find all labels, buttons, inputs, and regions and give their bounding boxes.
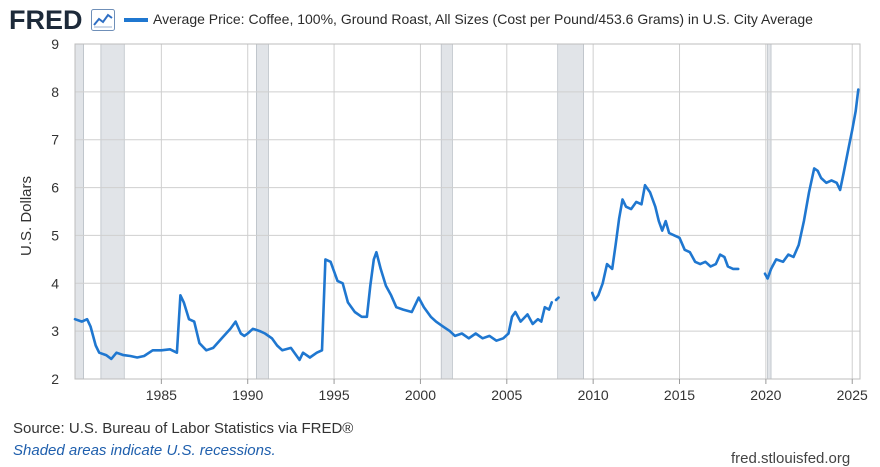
x-tick-label: 1985 (146, 387, 177, 403)
y-tick-label: 3 (51, 323, 59, 339)
source-note: Source: U.S. Bureau of Labor Statistics … (13, 420, 354, 437)
x-tick-label: 2025 (837, 387, 868, 403)
recession-band (767, 43, 772, 380)
plot-frame (74, 43, 861, 380)
series-line-segment (554, 296, 560, 302)
legend-series-label[interactable]: Average Price: Coffee, 100%, Ground Roas… (153, 11, 813, 27)
recession-band (74, 43, 84, 380)
y-tick-label: 6 (51, 180, 59, 196)
series-line-segment (763, 88, 860, 280)
y-tick-label: 8 (51, 84, 59, 100)
data-series (73, 88, 860, 362)
chart-header: FRED Average Price: Coffee, 100%, Ground… (0, 0, 880, 40)
x-tick-label: 2000 (405, 387, 436, 403)
series-line-segment (73, 250, 554, 362)
y-tick-label: 4 (51, 275, 59, 291)
x-axis: 1985 1990 1995 2000 2005 2010 2015 2020 2025 (146, 379, 868, 403)
x-tick-label: 2005 (491, 387, 522, 403)
y-tick-label: 2 (51, 371, 59, 387)
x-tick-label: 1995 (318, 387, 349, 403)
legend-series-swatch (124, 18, 148, 22)
site-url[interactable]: fred.stlouisfed.org (731, 450, 851, 467)
recession-band (256, 43, 269, 380)
x-tick-label: 2010 (578, 387, 609, 403)
recession-band (557, 43, 584, 380)
fred-logo[interactable]: FRED (9, 5, 83, 35)
x-tick-label: 2015 (664, 387, 695, 403)
y-tick-label: 7 (51, 132, 59, 148)
y-axis-label: U.S. Dollars (18, 176, 35, 256)
recession-band (100, 43, 125, 380)
series-line-segment (590, 183, 740, 302)
chart-line-icon (91, 9, 115, 31)
chart-grid (74, 43, 861, 380)
recession-note: Shaded areas indicate U.S. recessions. (13, 442, 276, 459)
x-tick-label: 1990 (232, 387, 263, 403)
y-tick-label: 9 (51, 36, 59, 52)
y-axis: 2 3 4 5 6 7 8 9 (51, 36, 59, 387)
y-tick-label: 5 (51, 227, 59, 243)
x-tick-label: 2020 (750, 387, 781, 403)
